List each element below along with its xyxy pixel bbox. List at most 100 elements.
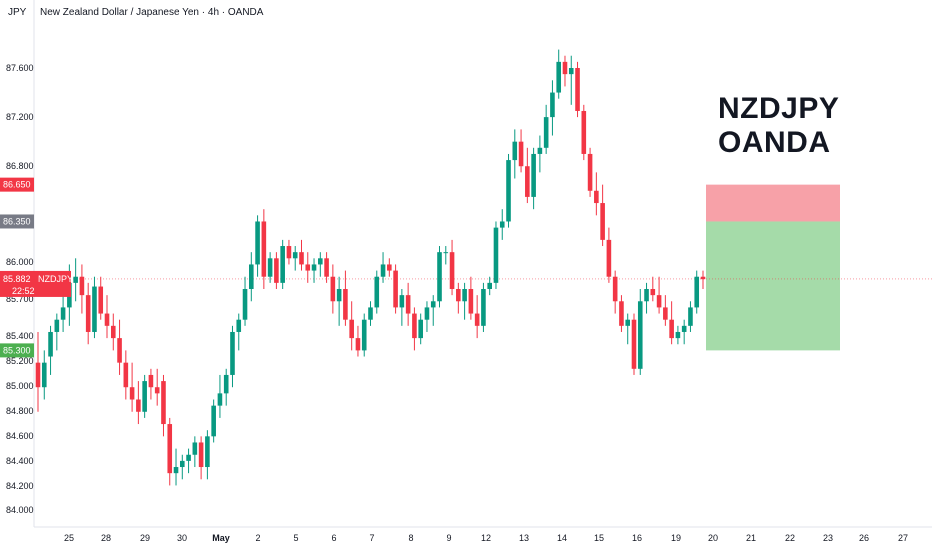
- candle-body: [286, 246, 292, 259]
- candle-body: [663, 307, 668, 320]
- candle-body: [211, 405, 216, 437]
- candle-body: [543, 117, 549, 148]
- candle-body: [700, 276, 706, 280]
- candle-body: [587, 153, 593, 191]
- candle-body: [581, 110, 587, 154]
- candle-body: [537, 147, 543, 154]
- x-tick-label: 8: [408, 533, 413, 543]
- stop-loss-zone: [706, 184, 840, 222]
- x-tick-label: 15: [594, 533, 604, 543]
- candle-body: [311, 264, 317, 271]
- candle-body: [468, 289, 474, 314]
- x-tick-label: 5: [293, 533, 298, 543]
- candle-body: [525, 166, 530, 197]
- candle-body: [456, 289, 461, 302]
- y-tick-label: 85.700: [6, 294, 34, 304]
- candle-body: [123, 362, 129, 388]
- x-tick-label: 20: [708, 533, 718, 543]
- target-level-value: 85.300: [3, 345, 31, 355]
- x-tick-label: 2: [255, 533, 260, 543]
- x-tick-label: 25: [64, 533, 74, 543]
- candle-body: [236, 319, 242, 332]
- candle-body: [380, 264, 386, 277]
- candle-body: [85, 295, 91, 332]
- candle-body: [443, 252, 449, 254]
- y-tick-label: 86.000: [6, 257, 34, 267]
- candle-body: [292, 252, 298, 259]
- y-tick-label: 84.200: [6, 481, 34, 491]
- candle-body: [487, 282, 492, 289]
- last-price-symbol: NZDJPY: [38, 274, 73, 284]
- candle-body: [223, 374, 229, 394]
- candle-body: [79, 276, 85, 296]
- candle-body: [60, 307, 66, 320]
- candle-body: [274, 258, 279, 283]
- x-tick-label: 9: [446, 533, 451, 543]
- candle-body: [449, 252, 455, 289]
- candle-body: [556, 61, 562, 93]
- stop-level-value: 86.650: [3, 180, 31, 190]
- candle-body: [179, 460, 185, 468]
- last-price-value: 85.882: [3, 274, 31, 284]
- candle-body: [54, 319, 60, 332]
- y-tick-label: 85.400: [6, 331, 34, 341]
- candle-body: [430, 301, 436, 308]
- candle-body: [305, 264, 311, 271]
- candle-body: [192, 442, 198, 455]
- candle-body: [318, 258, 323, 265]
- candle-body: [562, 61, 568, 75]
- candle-body: [669, 319, 674, 339]
- candle-body: [267, 258, 273, 277]
- candle-body: [261, 221, 267, 277]
- y-tick-label: 87.600: [6, 63, 34, 73]
- candle-body: [606, 239, 612, 277]
- candle-body: [343, 289, 348, 320]
- x-tick-label: 12: [481, 533, 491, 543]
- candle-body: [355, 338, 361, 351]
- candle-body: [619, 301, 624, 326]
- candle-body: [249, 264, 254, 289]
- candle-body: [324, 258, 329, 277]
- candle-body: [493, 227, 499, 283]
- x-tick-label: 21: [746, 533, 756, 543]
- candle-body: [230, 331, 235, 375]
- candle-body: [506, 160, 511, 222]
- candle-body: [98, 286, 104, 314]
- symbol-annotation: NZDJPY OANDA: [718, 92, 839, 160]
- candle-body: [418, 319, 423, 339]
- chart-title: New Zealand Dollar / Japanese Yen · 4h ·…: [40, 7, 264, 18]
- candle-body: [656, 295, 662, 308]
- annotation-line-1: NZDJPY: [718, 92, 840, 125]
- candle-body: [681, 325, 687, 332]
- target-level-tag: [0, 343, 34, 358]
- x-tick-label: 22: [785, 533, 795, 543]
- candle-body: [154, 387, 160, 394]
- candle-body: [600, 203, 605, 240]
- x-tick-label: 16: [632, 533, 642, 543]
- candle-body: [330, 276, 336, 302]
- candle-body: [688, 307, 693, 326]
- candle-body: [280, 246, 285, 283]
- candle-body: [393, 270, 398, 308]
- candle-body: [481, 289, 486, 326]
- candle-body: [217, 393, 223, 406]
- candle-body: [637, 301, 643, 369]
- x-tick-label: 14: [557, 533, 567, 543]
- x-tick-label: 19: [671, 533, 681, 543]
- y-tick-label: 84.400: [6, 456, 34, 466]
- x-tick-label: 7: [369, 533, 374, 543]
- candle-body: [437, 252, 442, 302]
- candle-body: [568, 68, 574, 75]
- y-tick-label: 85.000: [6, 381, 34, 391]
- candle-body: [387, 264, 392, 271]
- x-tick-label: 13: [519, 533, 529, 543]
- candle-body: [625, 319, 631, 326]
- candle-body: [405, 295, 411, 314]
- currency-label: JPY: [8, 7, 27, 18]
- candle-body: [129, 387, 135, 400]
- candle-body: [361, 319, 367, 351]
- candle-body: [73, 276, 78, 283]
- y-tick-label: 84.600: [6, 431, 34, 441]
- candle-body: [368, 307, 373, 320]
